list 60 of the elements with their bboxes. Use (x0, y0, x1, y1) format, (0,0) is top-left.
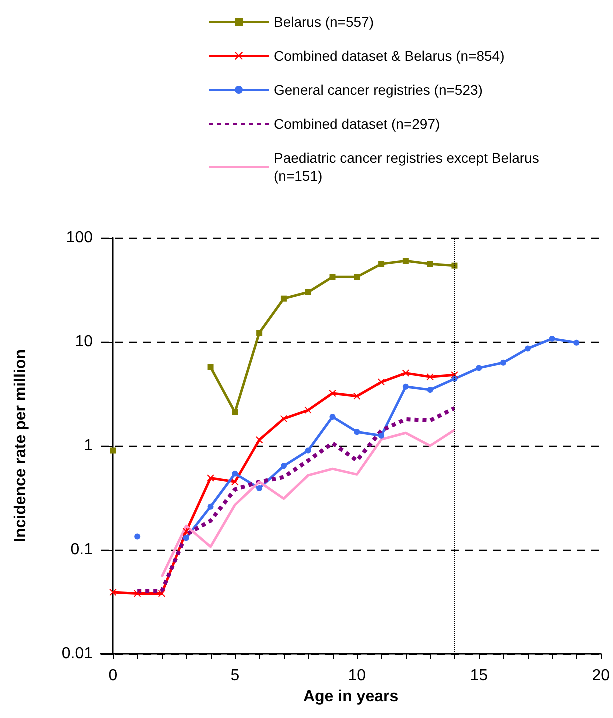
y-tick-label: 0.1 (70, 542, 94, 558)
x-tick-label: 10 (348, 668, 366, 684)
point (232, 478, 239, 486)
x-tick-label: 20 (592, 668, 610, 684)
point (476, 365, 482, 372)
y-tick-label: 1 (84, 438, 94, 454)
x-tick-label: 0 (108, 668, 118, 684)
legend-label: Combined dataset & Belarus (n=854) (274, 48, 505, 64)
point (256, 436, 264, 444)
legend-label: Combined dataset (n=297) (274, 116, 440, 132)
point (452, 262, 458, 269)
point (524, 346, 531, 352)
point (427, 261, 434, 268)
legend-label: Paediatric cancer registries except Belarus (n=151) (274, 150, 544, 184)
point (207, 474, 214, 482)
y-tick-label: 10 (75, 334, 94, 350)
point (500, 360, 507, 366)
point (256, 330, 263, 336)
point (134, 534, 141, 540)
x-tick-label: 5 (230, 668, 240, 684)
y-tick-label: 100 (66, 230, 94, 246)
point (158, 590, 166, 598)
legend-label: General cancer registries (n=523) (274, 82, 483, 98)
point (378, 378, 386, 386)
point (304, 406, 312, 414)
line-series (160, 428, 456, 578)
x-tick-label: 15 (470, 668, 488, 684)
point (354, 274, 360, 280)
point (208, 504, 214, 510)
point (402, 370, 410, 377)
point (110, 448, 116, 454)
point (330, 414, 336, 420)
point (232, 409, 238, 416)
point (280, 415, 288, 422)
x-axis-title: Age in years (303, 688, 399, 706)
point (183, 535, 190, 542)
point (402, 258, 409, 264)
point (232, 470, 238, 477)
point (402, 384, 409, 390)
point (354, 429, 360, 436)
point (110, 589, 117, 596)
point (280, 463, 287, 470)
point (549, 336, 556, 342)
point (378, 261, 385, 268)
point (378, 432, 385, 439)
point (256, 486, 263, 492)
point (330, 274, 336, 280)
point (305, 448, 312, 454)
point (280, 296, 287, 302)
point (427, 387, 434, 394)
legend-label: Belarus (n=557) (274, 14, 374, 30)
point (134, 590, 142, 598)
point (208, 364, 214, 370)
y-tick-label: 0.01 (62, 646, 94, 662)
point (574, 340, 580, 346)
y-axis-title: Incidence rate per million (12, 350, 30, 542)
point (305, 289, 312, 296)
point (354, 392, 361, 400)
point (426, 374, 434, 381)
point (182, 528, 190, 536)
